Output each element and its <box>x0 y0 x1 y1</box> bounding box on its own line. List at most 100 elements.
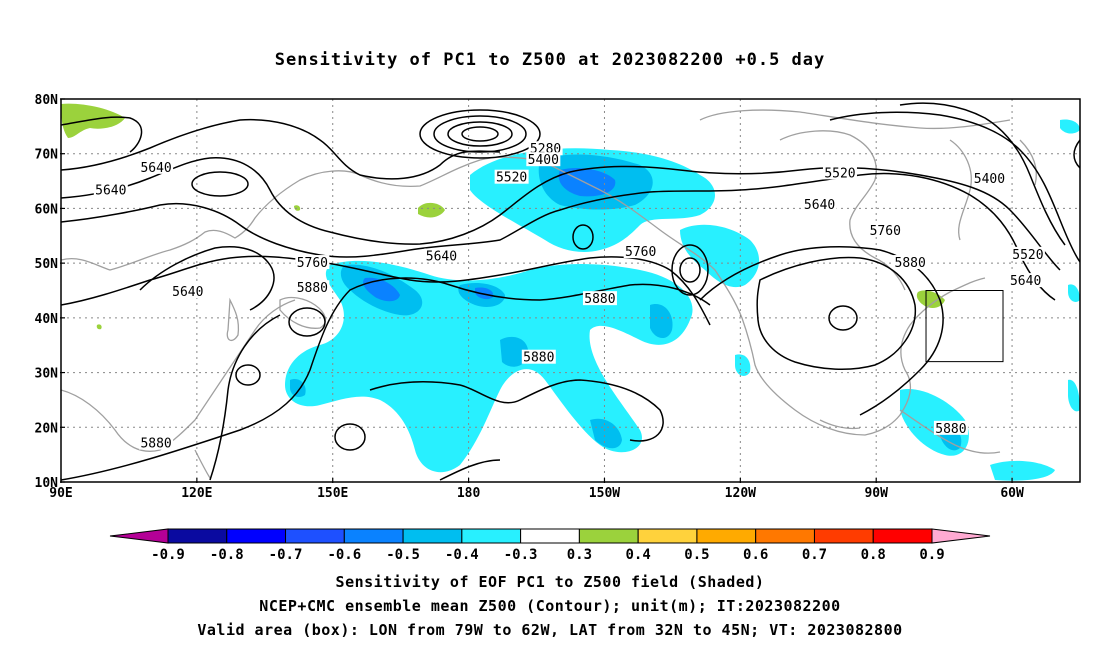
lon-tick-label: 120W <box>725 486 756 501</box>
colorbar-segment <box>696 528 757 544</box>
coastlines <box>61 109 1037 479</box>
contour-label: 5640 <box>426 249 457 264</box>
contour-label-bg <box>1008 273 1043 288</box>
valid-area-box <box>925 290 1004 363</box>
z500-contours <box>61 102 1080 481</box>
contour-label-bg <box>528 141 563 156</box>
colorbar-tick-label: 0.6 <box>743 547 768 563</box>
colorbar-segment <box>813 528 874 544</box>
sensitivity-shading <box>61 103 1080 481</box>
colorbar-tick-label: 0.5 <box>684 547 709 563</box>
contour-label: 5640 <box>1010 274 1041 289</box>
contour-label-bg <box>93 182 128 197</box>
lat-tick-label: 70N <box>35 148 59 163</box>
colorbar-segment <box>637 528 698 544</box>
colorbar-tick-label: -0.6 <box>327 547 361 563</box>
contour-label-bg <box>139 159 174 174</box>
contour-label: 5640 <box>140 161 171 176</box>
colorbar-segment <box>461 528 522 544</box>
colorbar-tick-label: 0.4 <box>626 547 651 563</box>
colorbar-tick-label: -0.5 <box>386 547 420 563</box>
contour-label: 5880 <box>140 437 171 452</box>
colorbar-min-triangle <box>109 528 169 544</box>
contour-label: 5640 <box>804 198 835 213</box>
colorbar-segment <box>167 528 228 544</box>
colorbar-segment <box>755 528 815 544</box>
contour-label: 5880 <box>895 256 926 271</box>
colorbar-tick-label: -0.4 <box>445 547 479 563</box>
lat-tick-label: 10N <box>35 476 59 491</box>
contour-label: 5640 <box>95 183 126 198</box>
contour-label: 5760 <box>625 245 656 260</box>
contour-label-bg <box>623 244 658 259</box>
contour-label-bg <box>526 152 561 167</box>
longitude-labels: 90E 120E 150E 180 150W 120W 90W 60W <box>49 478 1024 501</box>
colorbar-tick-label: -0.7 <box>269 547 303 563</box>
contour-label: 5520 <box>824 166 855 181</box>
contour-label-bg <box>802 197 837 212</box>
contour-label-bg <box>295 255 330 270</box>
contour-label: 5880 <box>523 351 554 366</box>
colorbar-segment <box>578 528 639 544</box>
lat-tick-label: 40N <box>35 312 59 327</box>
footer-line-3: Valid area (box): LON from 79W to 62W, L… <box>197 621 903 639</box>
contour-label-bg <box>893 255 928 270</box>
lat-tick-label: 60N <box>35 202 59 217</box>
contour-label-bg <box>139 435 174 450</box>
chart-title: Sensitivity of PC1 to Z500 at 2023082200… <box>274 50 826 70</box>
lat-tick-label: 80N <box>35 93 59 108</box>
footer-line-2: NCEP+CMC ensemble mean Z500 (Contour); u… <box>259 597 841 615</box>
colorbar-tick-label: -0.9 <box>151 547 185 563</box>
contour-label-bg <box>822 165 857 180</box>
contour-label-bg <box>521 349 556 364</box>
colorbar-tick-label: 0.3 <box>567 547 592 563</box>
colorbar-segment <box>520 528 580 544</box>
lat-tick-label: 50N <box>35 257 59 272</box>
colorbar-segment <box>872 528 933 544</box>
latitude-labels: 80N 70N 60N 50N 40N 30N 20N 10N <box>35 93 65 491</box>
colorbar-segment <box>285 528 345 544</box>
contour-label: 5880 <box>297 281 328 296</box>
contour-label-bg <box>170 284 205 299</box>
colorbar-segment <box>343 528 404 544</box>
lon-tick-label: 60W <box>1000 486 1024 501</box>
lat-tick-label: 20N <box>35 421 59 436</box>
contour-label: 5880 <box>584 292 615 307</box>
contour-label: 5520 <box>1012 248 1043 263</box>
lon-tick-label: 90W <box>864 486 888 501</box>
contour-label-bg <box>295 280 330 295</box>
plot-frame <box>60 98 1081 483</box>
contour-label-bg <box>868 222 903 237</box>
contour-label: 5400 <box>974 172 1005 187</box>
contour-label: 5760 <box>870 224 901 239</box>
contour-label: 5640 <box>172 285 203 300</box>
colorbar-segment <box>402 528 463 544</box>
lon-tick-label: 90E <box>49 486 72 501</box>
contour-label-bg <box>972 170 1007 185</box>
colorbar: -0.9 -0.8 -0.7 -0.6 -0.5 -0.4 -0.3 0.3 0.4 0.5 0.6… <box>109 528 991 563</box>
footer-line-1: Sensitivity of EOF PC1 to Z500 field (Sh… <box>335 573 765 591</box>
colorbar-segment <box>226 528 287 544</box>
contour-label-bg <box>424 248 459 263</box>
contour-label: 5520 <box>496 171 527 186</box>
colorbar-tick-label: 0.7 <box>802 547 827 563</box>
lon-tick-label: 150W <box>589 486 620 501</box>
colorbar-tick-label: -0.3 <box>504 547 538 563</box>
contour-label-bg <box>933 420 968 435</box>
contour-label-bg <box>582 291 617 306</box>
lon-tick-label: 150E <box>317 486 348 501</box>
lat-lon-grid <box>61 99 1080 482</box>
contour-label: 5760 <box>297 256 328 271</box>
lon-tick-label: 180 <box>457 486 481 501</box>
contour-label: 5880 <box>935 422 966 437</box>
colorbar-tick-label: 0.9 <box>919 547 944 563</box>
contour-label-bg <box>1010 246 1045 261</box>
colorbar-tick-label: 0.8 <box>861 547 886 563</box>
colorbar-max-triangle <box>931 528 991 544</box>
contour-label-bg <box>494 169 529 184</box>
lat-tick-label: 30N <box>35 367 59 382</box>
contour-label: 5400 <box>528 153 559 168</box>
colorbar-tick-label: -0.8 <box>210 547 244 563</box>
